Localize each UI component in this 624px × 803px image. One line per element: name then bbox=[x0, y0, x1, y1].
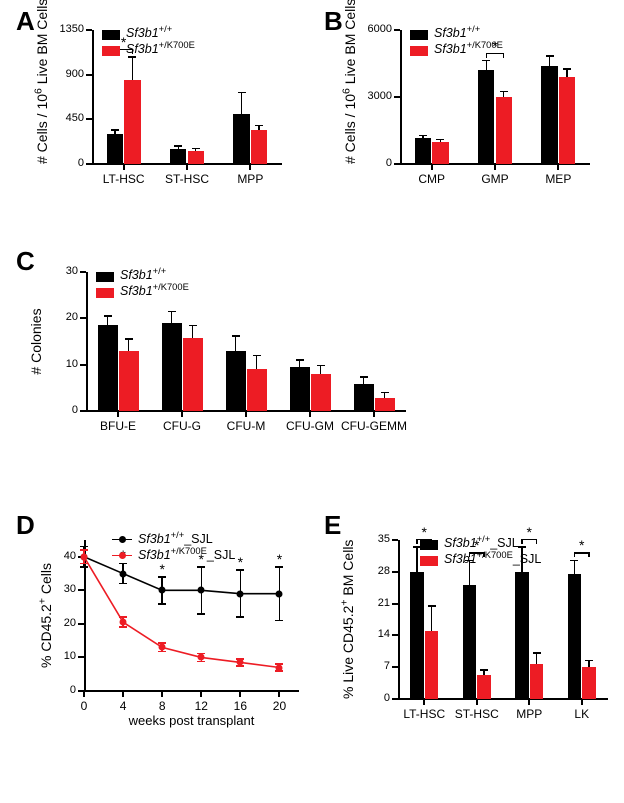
y-axis-label: # Cells / 106 Live BM Cells bbox=[34, 30, 50, 164]
panel-e-label: E bbox=[324, 510, 341, 541]
legend: Sf3b1+/+_SJLSf3b1+/K700E_SJL bbox=[112, 532, 332, 572]
y-axis-label: # Colonies bbox=[28, 272, 44, 411]
x-category-label: MPP bbox=[210, 172, 290, 186]
x-category-label: MEP bbox=[518, 172, 598, 186]
y-axis-label: % CD45.2+ Cells bbox=[38, 540, 54, 691]
panel-c-chart: 0102030# ColoniesBFU-ECFU-GCFU-MCFU-GMCF… bbox=[86, 272, 406, 437]
figure-page: A 04509001350# Cells / 106 Live BM Cells… bbox=[0, 0, 624, 803]
panel-b-chart: 030006000# Cells / 106 Live BM CellsCMPG… bbox=[400, 30, 590, 190]
panel-e-chart: 0714212835% Live CD45.2+ BM CellsLT-HSC*… bbox=[398, 540, 608, 725]
legend: Sf3b1+/+Sf3b1+/K700E bbox=[410, 28, 590, 68]
x-category-label: LK bbox=[542, 707, 622, 721]
panel-d-label: D bbox=[16, 510, 35, 541]
y-axis-label: # Cells / 106 Live BM Cells bbox=[342, 30, 358, 164]
panel-b-label: B bbox=[324, 6, 343, 37]
legend: Sf3b1+/+Sf3b1+/K700E bbox=[96, 270, 276, 310]
y-axis-label: % Live CD45.2+ BM Cells bbox=[340, 540, 356, 699]
x-category-label: CFU-GEMM bbox=[334, 419, 414, 433]
panel-a-chart: 04509001350# Cells / 106 Live BM CellsLT… bbox=[92, 30, 282, 190]
legend: Sf3b1+/+Sf3b1+/K700E bbox=[102, 28, 282, 68]
legend: Sf3b1+/+_SJLSf3b1+/K700E_SJL bbox=[420, 538, 600, 578]
panel-d-chart: 010203040048121620% CD45.2+ Cellsweeks p… bbox=[84, 540, 299, 725]
panel-a-label: A bbox=[16, 6, 35, 37]
